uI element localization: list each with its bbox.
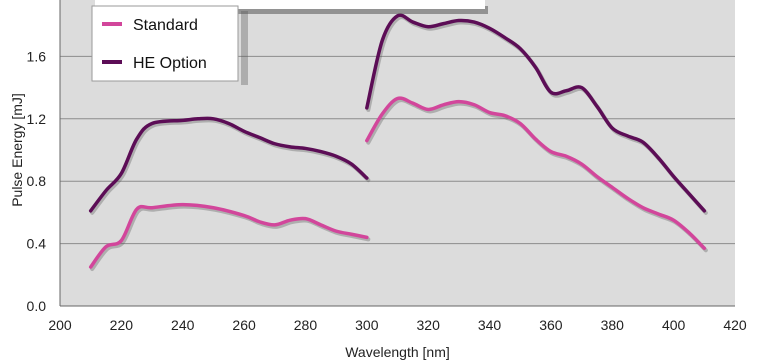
x-tick-label-0: 200 — [48, 317, 72, 333]
legend-label-standard: Standard — [133, 17, 198, 34]
series-line-standard-1 — [365, 96, 707, 251]
x-tick-label-2: 240 — [171, 317, 195, 333]
legend-label-he-option: HE Option — [133, 55, 207, 72]
y-tick-label-4: 1.6 — [27, 48, 47, 64]
legend-top-bar — [95, 0, 485, 9]
x-tick-label-4: 280 — [294, 317, 318, 333]
series-line-he-option-1 — [365, 13, 707, 213]
legend-box-shadow — [241, 11, 248, 85]
series-line-he-option-0 — [88, 116, 369, 213]
x-tick-label-7: 340 — [478, 317, 502, 333]
x-tick-label-11: 420 — [723, 317, 747, 333]
x-tick-label-9: 380 — [601, 317, 625, 333]
y-tick-label-3: 1.2 — [27, 111, 47, 127]
y-axis-title: Pulse Energy [mJ] — [9, 93, 25, 207]
x-tick-label-10: 400 — [662, 317, 686, 333]
y-tick-label-5: 2.0 — [27, 0, 47, 2]
legend-top-shadow — [98, 6, 488, 14]
x-tick-label-1: 220 — [110, 317, 134, 333]
x-axis-title: Wavelength [nm] — [345, 344, 450, 360]
series-lines — [88, 13, 708, 271]
x-tick-label-8: 360 — [539, 317, 563, 333]
x-tick-label-5: 300 — [355, 317, 379, 333]
legend: Standard HE Option — [91, 0, 488, 85]
x-tick-label-3: 260 — [232, 317, 256, 333]
y-tick-label-0: 0.0 — [27, 298, 47, 314]
y-tick-label-2: 0.8 — [27, 173, 47, 189]
y-tick-label-1: 0.4 — [27, 236, 47, 252]
legend-box — [91, 5, 239, 82]
series-line-standard-0 — [88, 202, 369, 269]
axes: 200 220 240 260 280 300 320 340 360 380 400 420 0.0 0… — [9, 0, 747, 360]
x-tick-label-6: 320 — [417, 317, 441, 333]
